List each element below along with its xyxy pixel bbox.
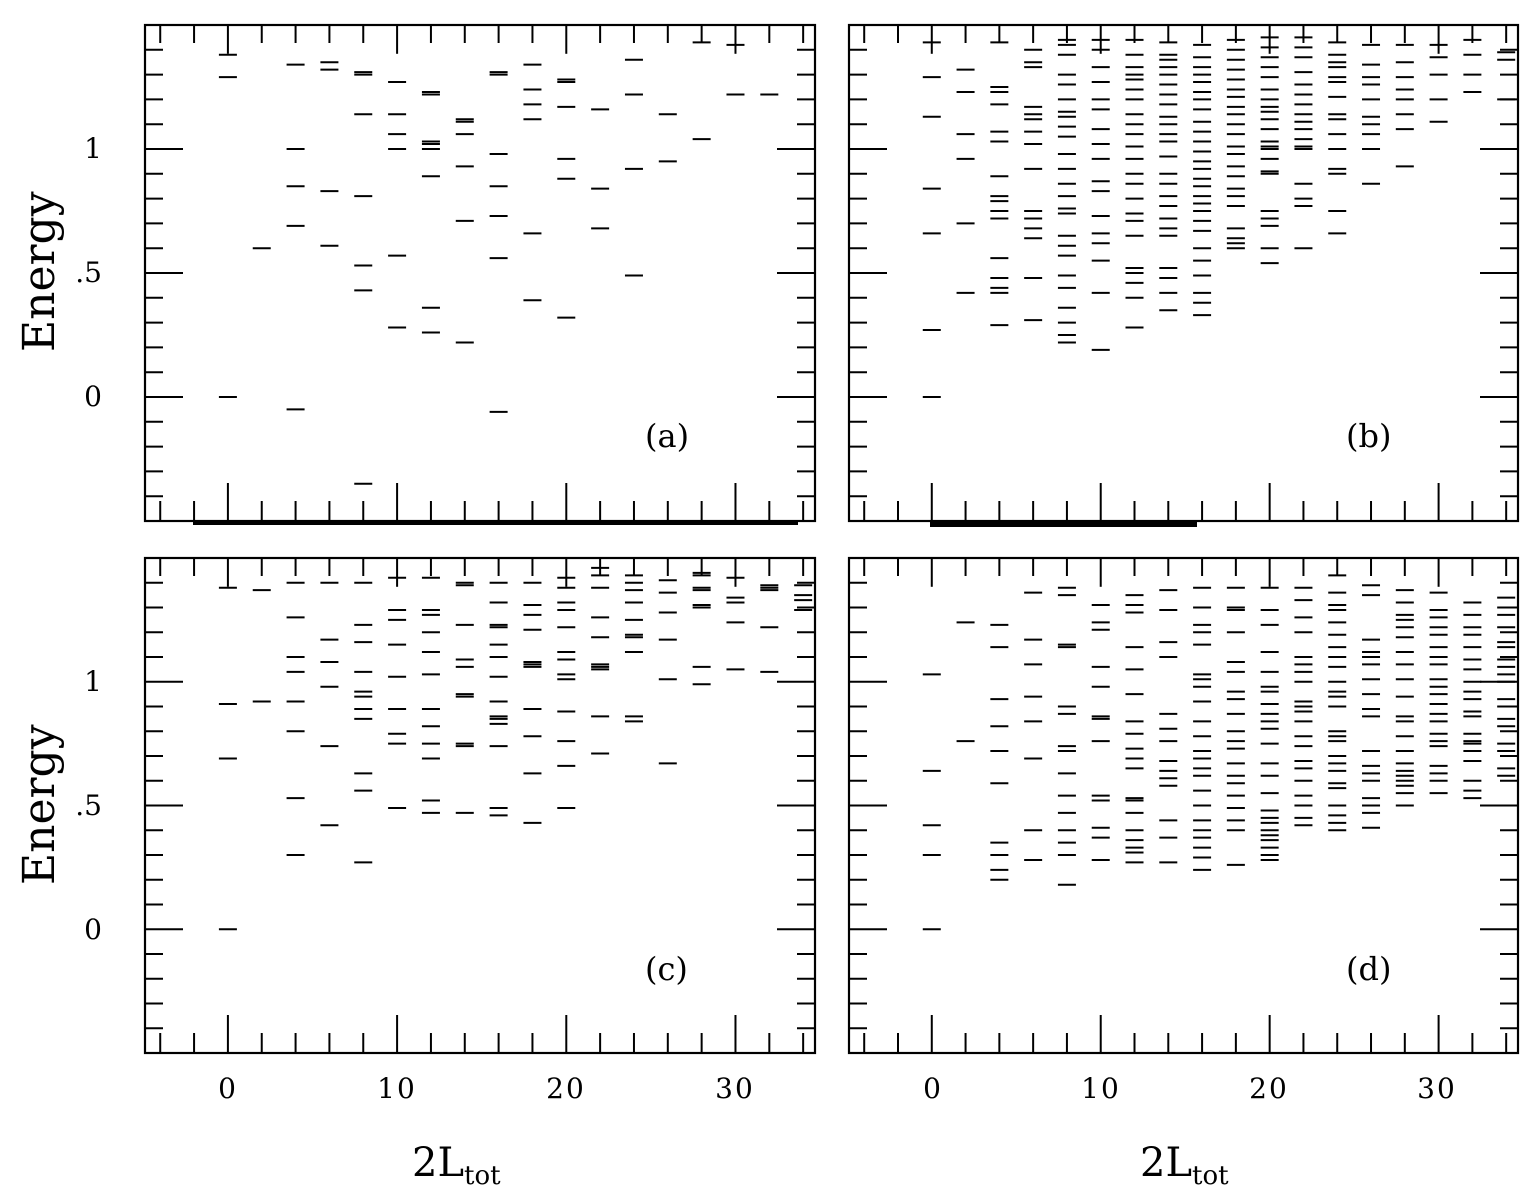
plot-area-a (143, 23, 817, 523)
ytick-label-top-0: 0 (84, 380, 102, 413)
ytick-label-top-1: 1 (84, 132, 102, 165)
x-axis-title-left: 2Ltot (412, 1140, 501, 1191)
plot-frame (847, 556, 1520, 1055)
ytick-label-bottom-05: .5 (75, 789, 102, 822)
panel-a: (a) (143, 23, 817, 523)
xtick-label-left-10: 10 (377, 1072, 417, 1105)
xtick-label-right-20: 20 (1249, 1072, 1289, 1105)
panel-d: (d) (847, 556, 1520, 1055)
plot-frame (143, 556, 817, 1055)
panel-tag-c: (c) (645, 950, 688, 988)
xtick-label-left-30: 30 (715, 1072, 755, 1105)
plot-frame (847, 23, 1520, 523)
panel-b: (b) (847, 23, 1520, 523)
plot-area-b (847, 23, 1520, 523)
plot-area-d (847, 556, 1520, 1055)
x-axis-title-subscript: tot (464, 1161, 501, 1191)
ytick-label-bottom-0: 0 (84, 913, 102, 946)
xtick-label-right-30: 30 (1417, 1072, 1457, 1105)
plot-area-c (143, 556, 817, 1055)
panel-tag-b: (b) (1346, 417, 1392, 455)
x-axis-title-subscript: tot (1192, 1161, 1229, 1191)
scan-bar-a (193, 521, 798, 525)
x-axis-title-main: 2L (412, 1140, 465, 1186)
x-axis-title-main: 2L (1140, 1140, 1193, 1186)
ytick-label-bottom-1: 1 (84, 665, 102, 698)
xtick-label-left-0: 0 (218, 1072, 238, 1105)
panel-tag-d: (d) (1346, 950, 1392, 988)
panel-c: (c) (143, 556, 817, 1055)
xtick-label-left-20: 20 (546, 1072, 586, 1105)
xtick-label-right-0: 0 (923, 1072, 943, 1105)
scan-bar-b (930, 521, 1197, 527)
plot-frame (143, 23, 817, 523)
x-axis-title-right: 2Ltot (1140, 1140, 1229, 1191)
panel-tag-a: (a) (645, 417, 690, 455)
ytick-label-top-05: .5 (75, 256, 102, 289)
xtick-label-right-10: 10 (1081, 1072, 1121, 1105)
